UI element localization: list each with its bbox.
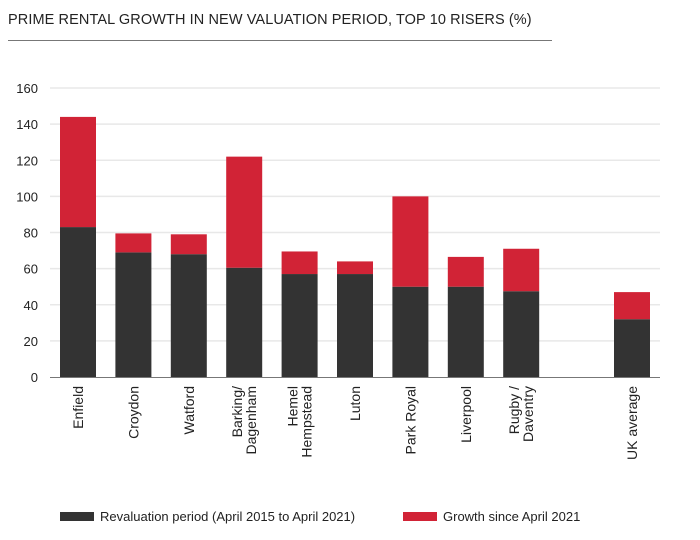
bar-revaluation [60, 227, 96, 377]
y-tick-label: 0 [31, 370, 38, 385]
x-category-label: Hempstead [299, 386, 315, 458]
x-category-label: Dagenham [243, 386, 259, 455]
y-tick-label: 40 [24, 298, 38, 313]
bar-growth [447, 256, 484, 287]
y-tick-label: 160 [16, 81, 38, 96]
bar-growth [392, 196, 429, 287]
x-category-label: Luton [347, 386, 363, 421]
bar-revaluation [337, 274, 373, 377]
x-category-label: UK average [624, 386, 640, 460]
y-tick-label: 20 [24, 334, 38, 349]
bar-growth [60, 116, 96, 228]
x-category-label: Daventry [520, 386, 536, 442]
bar-growth [170, 234, 207, 255]
legend-label: Revaluation period (April 2015 to April … [100, 509, 355, 524]
bar-revaluation [614, 319, 650, 377]
bar-revaluation [392, 286, 429, 377]
legend-label: Growth since April 2021 [443, 509, 580, 524]
y-tick-label: 100 [16, 189, 38, 204]
x-category-label: Hemel [285, 386, 301, 426]
x-category-label: Park Royal [402, 386, 418, 454]
bar-revaluation [281, 274, 318, 377]
bar-growth [281, 251, 318, 275]
x-category-label: Watford [181, 386, 197, 435]
legend-swatch [403, 512, 437, 521]
x-category-label: Rugby / [506, 386, 522, 434]
title-underline [8, 40, 552, 41]
bar-revaluation [115, 252, 152, 377]
bar-revaluation [170, 254, 207, 377]
bar-revaluation [447, 286, 484, 377]
bar-growth [226, 156, 263, 268]
legend-swatch [60, 512, 94, 521]
y-tick-label: 60 [24, 262, 38, 277]
bar-revaluation [503, 291, 540, 377]
bar-growth [115, 233, 152, 253]
x-category-label: Barking/ [229, 386, 245, 437]
y-tick-label: 140 [16, 117, 38, 132]
x-category-label: Croydon [125, 386, 141, 439]
chart-title: PRIME RENTAL GROWTH IN NEW VALUATION PER… [8, 12, 532, 28]
x-category-label: Liverpool [458, 386, 474, 443]
bar-growth [503, 248, 540, 292]
y-tick-label: 120 [16, 153, 38, 168]
x-category-label: Enfield [70, 386, 86, 429]
bar-growth [614, 292, 650, 320]
y-tick-label: 80 [24, 226, 38, 241]
bar-revaluation [226, 267, 263, 377]
bar-growth [337, 261, 373, 275]
